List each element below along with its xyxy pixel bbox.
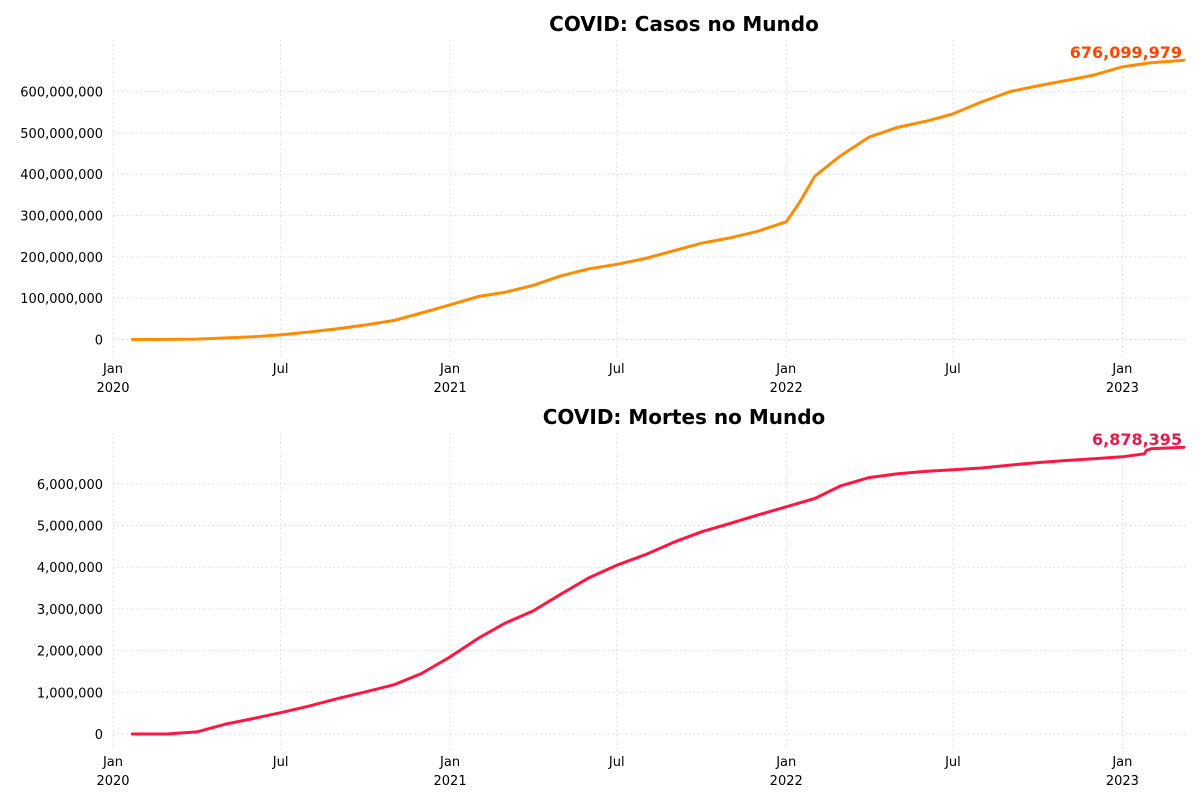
x-tick-label: Jan 2022 [770,362,803,396]
x-tick-label: Jan 2022 [770,755,803,789]
x-tick-label: Jan 2021 [434,755,467,789]
y-tick-label: 0 [95,333,103,348]
x-tick-label: Jul [608,755,625,770]
x-tick-label: Jan 2023 [1106,755,1139,789]
y-tick-label: 500,000,000 [20,127,103,142]
y-tick-label: 6,000,000 [37,478,103,493]
y-tick-label: 3,000,000 [37,603,103,618]
end-value-label: 676,099,979 [1070,43,1182,62]
y-tick-label: 5,000,000 [37,520,103,535]
chart-title: COVID: Casos no Mundo [549,12,819,36]
end-value-label: 6,878,395 [1092,430,1182,449]
y-tick-label: 1,000,000 [37,686,103,701]
x-tick-label: Jan 2021 [434,362,467,396]
series-line [130,445,1186,736]
y-tick-label: 400,000,000 [20,168,103,183]
y-tick-label: 100,000,000 [20,292,103,307]
y-tick-label: 600,000,000 [20,86,103,101]
y-tick-label: 300,000,000 [20,210,103,225]
x-tick-label: Jan 2020 [96,362,129,396]
y-tick-label: 2,000,000 [37,645,103,660]
x-tick-label: Jul [608,362,625,377]
chart-title: COVID: Mortes no Mundo [543,405,826,429]
x-tick-label: Jul [944,362,961,377]
series-line [130,58,1186,341]
x-tick-label: Jan 2020 [96,755,129,789]
x-tick-label: Jul [272,362,289,377]
x-tick-label: Jan 2023 [1106,362,1139,396]
y-tick-label: 4,000,000 [37,561,103,576]
x-tick-label: Jul [944,755,961,770]
y-tick-label: 0 [95,728,103,743]
y-tick-label: 200,000,000 [20,251,103,266]
x-tick-label: Jul [272,755,289,770]
